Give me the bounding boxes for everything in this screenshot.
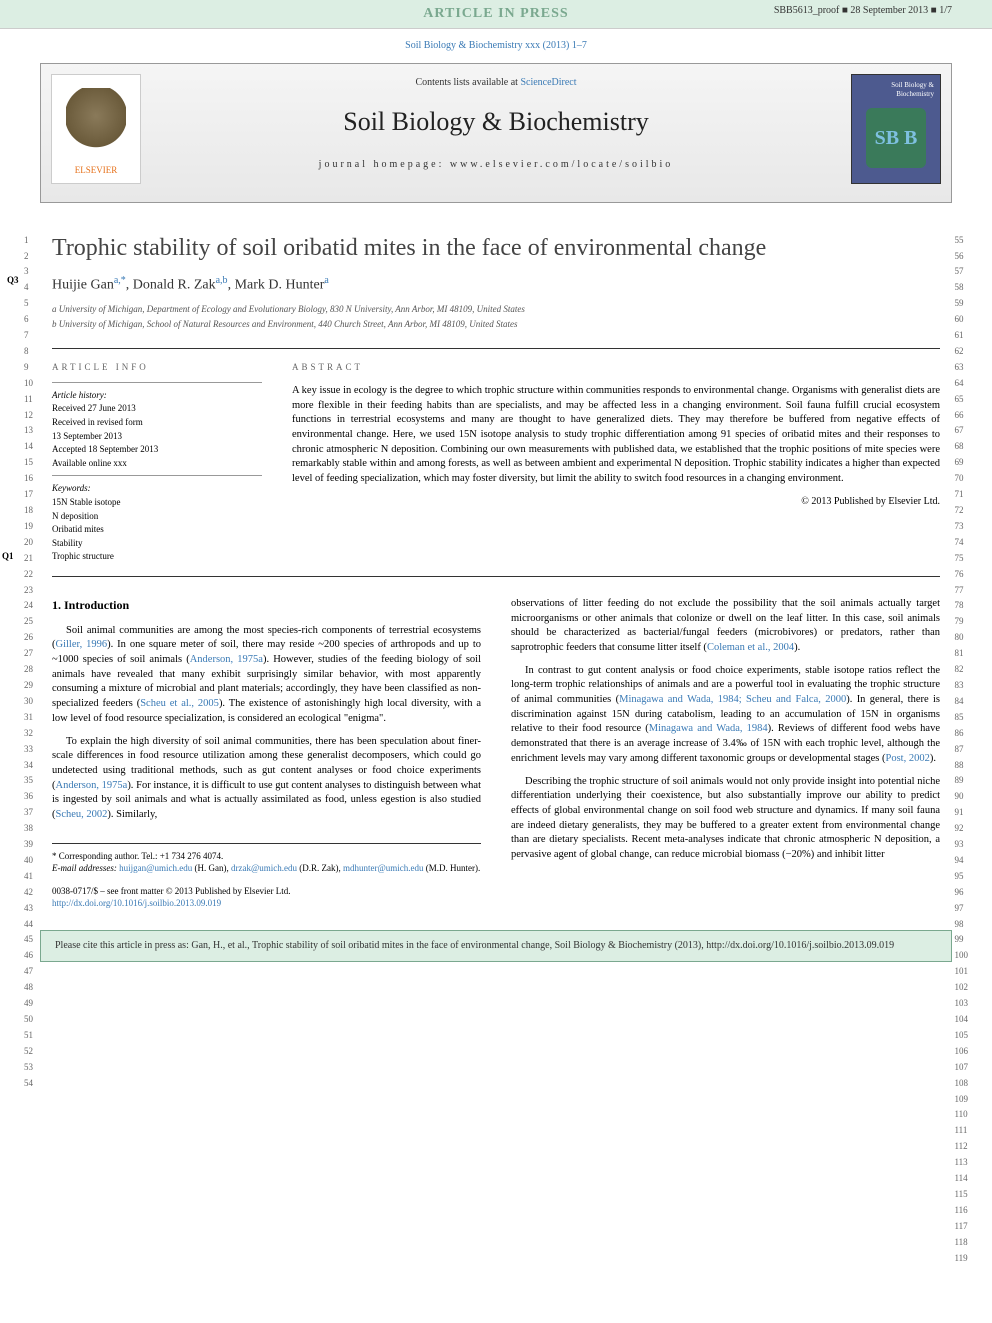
cover-sb-logo: SB B bbox=[866, 108, 926, 168]
author-1-sup: a,* bbox=[114, 275, 126, 286]
ref-link[interactable]: Anderson, 1975a bbox=[190, 654, 263, 665]
contents-line: Contents lists available at ScienceDirec… bbox=[41, 64, 951, 90]
history-block: Article history: Received 27 June 2013 R… bbox=[52, 382, 262, 470]
ref-link[interactable]: Coleman et al., 2004 bbox=[707, 642, 794, 653]
proof-info: SBB5613_proof ■ 28 September 2013 ■ 1/7 bbox=[774, 4, 952, 18]
history-item: Received 27 June 2013 bbox=[52, 402, 262, 415]
cover-label: Soil Biology & Biochemistry bbox=[858, 81, 934, 101]
line-numbers-right: 5556575859606162636465666768697071727374… bbox=[955, 233, 969, 1267]
intro-p4: In contrast to gut content analysis or f… bbox=[511, 664, 940, 767]
section-1-heading: 1. Introduction bbox=[52, 597, 481, 614]
journal-homepage: journal homepage: www.elsevier.com/locat… bbox=[41, 158, 951, 172]
ref-link[interactable]: Scheu, 2002 bbox=[56, 809, 108, 820]
history-label: Article history: bbox=[52, 389, 262, 402]
affiliation-a: a University of Michigan, Department of … bbox=[52, 303, 940, 316]
elsevier-label: ELSEVIER bbox=[75, 164, 118, 177]
q3-marker: Q3 bbox=[7, 274, 19, 287]
doi-link[interactable]: http://dx.doi.org/10.1016/j.soilbio.2013… bbox=[52, 898, 221, 908]
intro-p3: observations of litter feeding do not ex… bbox=[511, 597, 940, 656]
author-3: , Mark D. Hunter bbox=[228, 277, 325, 292]
history-item: Available online xxx bbox=[52, 457, 262, 470]
line-numbers-left: 1234567891011121314151617181920212223242… bbox=[24, 233, 33, 1092]
elsevier-tree-icon bbox=[66, 88, 126, 158]
header-bar: ARTICLE IN PRESS SBB5613_proof ■ 28 Sept… bbox=[0, 0, 992, 29]
abstract-heading: ABSTRACT bbox=[292, 361, 940, 374]
history-item: Accepted 18 September 2013 bbox=[52, 443, 262, 456]
info-abstract-row: ARTICLE INFO Article history: Received 2… bbox=[52, 348, 940, 577]
ref-link[interactable]: Anderson, 1975a bbox=[56, 780, 128, 791]
authors-line: Q3 Huijie Gana,*, Donald R. Zaka,b, Mark… bbox=[52, 274, 940, 295]
intro-p2: To explain the high diversity of soil an… bbox=[52, 735, 481, 823]
abstract-block: ABSTRACT A key issue in ecology is the d… bbox=[292, 361, 940, 564]
journal-name: Soil Biology & Biochemistry bbox=[41, 104, 951, 140]
keyword: Trophic structure bbox=[52, 550, 262, 563]
keywords-block: Keywords: 15N Stable isotope N depositio… bbox=[52, 475, 262, 563]
corresponding-author: * Corresponding author. Tel.: +1 734 276… bbox=[52, 850, 481, 863]
journal-reference: Soil Biology & Biochemistry xxx (2013) 1… bbox=[0, 39, 992, 53]
article-info-heading: ARTICLE INFO bbox=[52, 361, 262, 374]
main-content: 1234567891011121314151617181920212223242… bbox=[52, 233, 940, 910]
intro-p1: Soil animal communities are among the mo… bbox=[52, 624, 481, 727]
keyword: N deposition bbox=[52, 510, 262, 523]
article-in-press-banner: ARTICLE IN PRESS bbox=[423, 6, 568, 21]
column-right: observations of litter feeding do not ex… bbox=[511, 597, 940, 910]
keyword: Oribatid mites bbox=[52, 523, 262, 536]
abstract-text: A key issue in ecology is the degree to … bbox=[292, 384, 940, 487]
cite-this-article-box: Please cite this article in press as: Ga… bbox=[40, 930, 952, 962]
body-two-columns: 1. Introduction Soil animal communities … bbox=[52, 597, 940, 910]
history-item: 13 September 2013 bbox=[52, 430, 262, 443]
doi-block: 0038-0717/$ – see front matter © 2013 Pu… bbox=[52, 885, 481, 910]
affiliation-b: b University of Michigan, School of Natu… bbox=[52, 318, 940, 331]
column-left: 1. Introduction Soil animal communities … bbox=[52, 597, 481, 910]
ref-link[interactable]: Minagawa and Wada, 1984 bbox=[649, 723, 768, 734]
ref-link[interactable]: Minagawa and Wada, 1984; Scheu and Falca… bbox=[619, 694, 846, 705]
keywords-label: Keywords: bbox=[52, 482, 262, 495]
abstract-copyright: © 2013 Published by Elsevier Ltd. bbox=[292, 495, 940, 509]
keyword: 15N Stable isotope bbox=[52, 496, 262, 509]
journal-cover-thumbnail: Soil Biology & Biochemistry SB B bbox=[851, 74, 941, 184]
article-title: Trophic stability of soil oribatid mites… bbox=[52, 233, 940, 264]
email-link[interactable]: mdhunter@umich.edu bbox=[343, 863, 424, 873]
history-item: Received in revised form bbox=[52, 416, 262, 429]
issn-line: 0038-0717/$ – see front matter © 2013 Pu… bbox=[52, 885, 481, 898]
email-link[interactable]: huijgan@umich.edu bbox=[119, 863, 192, 873]
author-1: Huijie Gan bbox=[52, 277, 114, 292]
email-line: E-mail addresses: huijgan@umich.edu (H. … bbox=[52, 862, 481, 875]
journal-masthead: ELSEVIER Contents lists available at Sci… bbox=[40, 63, 952, 203]
email-link[interactable]: drzak@umich.edu bbox=[231, 863, 297, 873]
footer-notes: * Corresponding author. Tel.: +1 734 276… bbox=[52, 843, 481, 875]
intro-p5: Describing the trophic structure of soil… bbox=[511, 775, 940, 863]
author-2-sup: a,b bbox=[216, 275, 228, 286]
ref-link[interactable]: Post, 2002 bbox=[885, 753, 929, 764]
q1-marker: Q1 bbox=[2, 550, 14, 563]
article-info-block: ARTICLE INFO Article history: Received 2… bbox=[52, 361, 262, 564]
keyword: Stability bbox=[52, 537, 262, 550]
ref-link[interactable]: Giller, 1996 bbox=[56, 639, 108, 650]
elsevier-logo: ELSEVIER bbox=[51, 74, 141, 184]
affiliations: a University of Michigan, Department of … bbox=[52, 303, 940, 330]
sciencedirect-link[interactable]: ScienceDirect bbox=[520, 77, 576, 88]
author-2: , Donald R. Zak bbox=[126, 277, 216, 292]
author-3-sup: a bbox=[324, 275, 328, 286]
ref-link[interactable]: Scheu et al., 2005 bbox=[140, 698, 219, 709]
